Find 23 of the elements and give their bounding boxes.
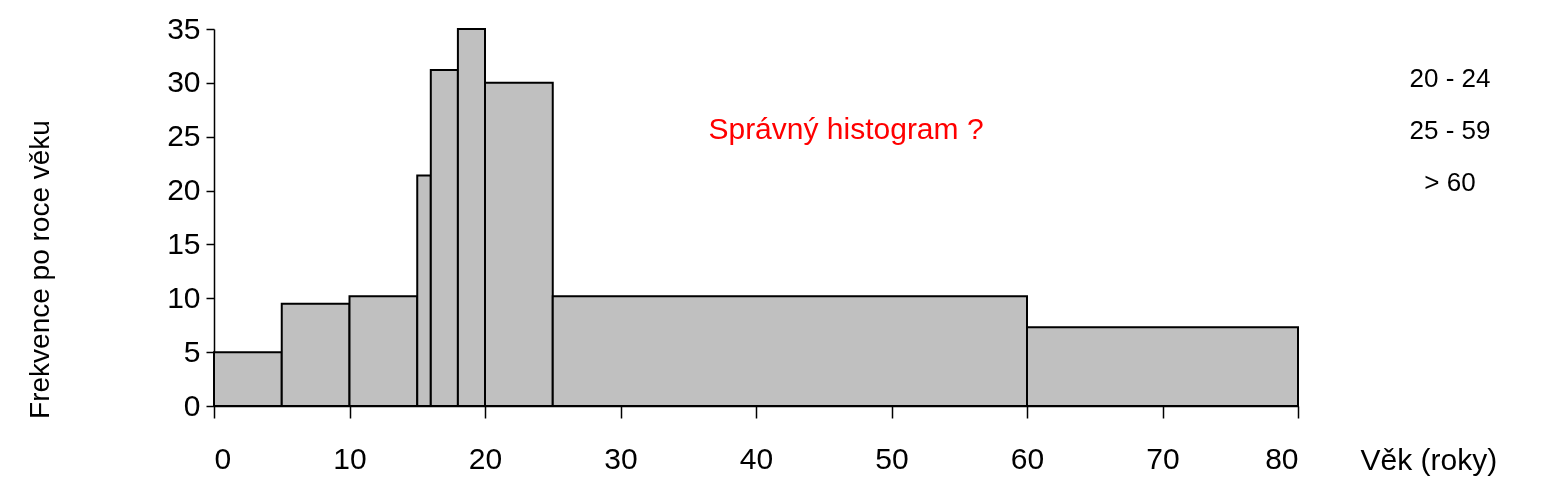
x-tick-label: 20 (468, 441, 503, 475)
y-tick-label: 0 (183, 388, 201, 422)
y-tick-label: 5 (183, 334, 201, 368)
x-tick-label: 50 (875, 441, 909, 475)
y-tick-label: 10 (167, 280, 201, 314)
y-tick-label: 20 (167, 173, 201, 207)
x-tick-label: 30 (604, 441, 638, 475)
text: > 60 (1424, 167, 1476, 197)
x-tick-label: 60 (1010, 441, 1045, 475)
y-tick-label: 35 (167, 11, 201, 45)
text: 25 - 59 (1409, 115, 1491, 145)
x-tick-label: 40 (739, 441, 774, 475)
x-axis-title: Věk (roky) (1360, 442, 1498, 476)
x-tick-label: 10 (333, 441, 367, 475)
x-tick-label: 70 (1146, 441, 1180, 475)
annotation: Správný histogram ? (708, 112, 984, 145)
y-axis-title: Frekvence po roce věku (23, 120, 55, 419)
y-tick-label: 30 (167, 65, 201, 99)
text: 20 - 24 (1409, 63, 1491, 93)
y-tick-label: 25 (167, 119, 201, 153)
x-tick-label: 80 (1265, 441, 1299, 475)
x-tick-label: 0 (214, 441, 232, 475)
y-tick-label: 15 (167, 226, 201, 260)
